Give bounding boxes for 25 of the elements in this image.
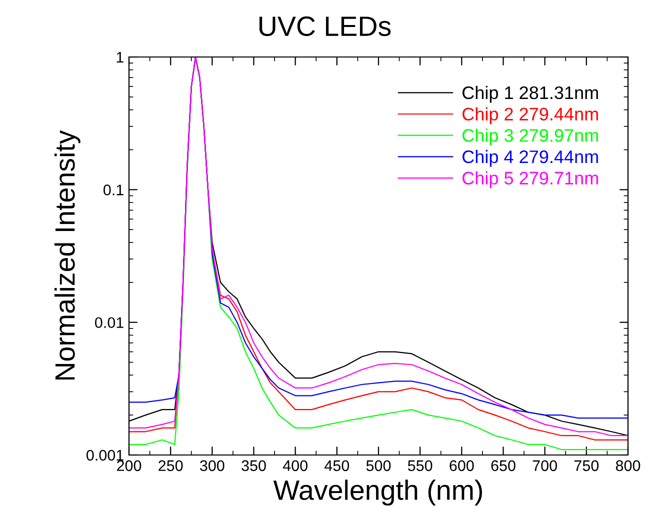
x-tick-label: 700 — [532, 460, 557, 472]
legend-label: Chip 5 279.71nm — [462, 171, 598, 188]
y-tick-label: 0.01 — [95, 317, 124, 328]
x-tick-label: 600 — [450, 460, 474, 472]
y-tick-label: 1 — [116, 52, 124, 63]
x-tick-label: 450 — [324, 460, 350, 472]
chart-title: UVC LEDs — [260, 16, 391, 36]
x-tick-label: 200 — [117, 460, 142, 472]
legend-label: Chip 4 279.44nm — [462, 150, 598, 167]
x-tick-label: 750 — [574, 460, 599, 472]
y-tick-label: 0.1 — [104, 184, 124, 196]
x-tick-label: 250 — [158, 460, 183, 472]
x-tick-label: 800 — [616, 460, 640, 472]
x-tick-label: 400 — [282, 460, 308, 472]
x-tick-label: 550 — [408, 460, 432, 472]
legend-label: Chip 1 281.31nm — [462, 86, 598, 103]
x-tick-label: 300 — [200, 460, 224, 472]
x-tick-label: 650 — [491, 460, 516, 472]
y-tick-label: 0.001 — [86, 450, 124, 461]
y-axis-title: Normalized Intensity — [54, 130, 80, 380]
x-tick-label: 350 — [242, 460, 266, 472]
legend-label: Chip 3 279.97nm — [462, 128, 598, 146]
legend-label: Chip 2 279.44nm — [462, 107, 598, 124]
x-axis-title: Wavelength (nm) — [273, 480, 482, 506]
x-tick-label: 500 — [366, 460, 391, 472]
